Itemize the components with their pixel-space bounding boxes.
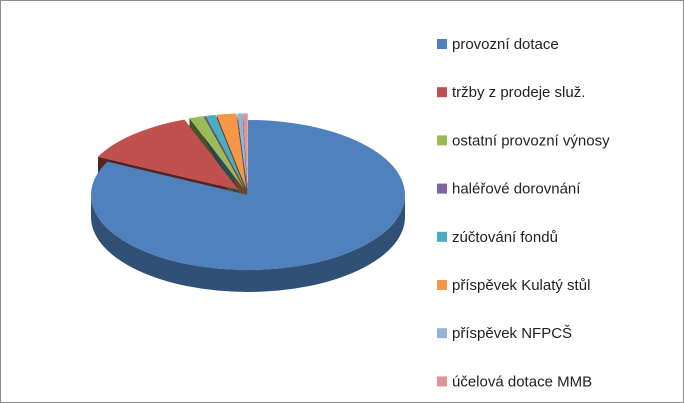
pie-slice: [205, 114, 245, 189]
pie-slice: [237, 113, 248, 189]
legend-swatch: [437, 280, 447, 290]
legend-swatch: [437, 183, 447, 194]
pie-slice: [216, 113, 247, 189]
legend-swatch: [437, 376, 447, 387]
pie-slice: [90, 120, 405, 270]
legend-swatch: [437, 135, 447, 146]
legend-label: provozní dotace: [452, 36, 559, 53]
legend-swatch: [437, 231, 447, 242]
legend-label: tržby z prodeje služ.: [452, 84, 585, 101]
legend-swatch: [437, 328, 447, 339]
pie-slice-side: [91, 195, 405, 292]
legend-label: zúčtování fondů: [452, 229, 558, 246]
legend-swatch: [437, 87, 447, 98]
legend-label: účelová dotace MMB: [452, 373, 592, 390]
pie-slice: [204, 115, 245, 189]
pie-slice: [242, 113, 248, 189]
legend-label: haléřové dorovnání: [452, 181, 581, 198]
legend-label: příspěvek NFPCŠ: [452, 325, 572, 342]
legend-swatch: [437, 39, 447, 49]
legend-label: příspěvek Kulatý stůl: [452, 277, 590, 294]
legend-label: ostatní provozní výnosy: [452, 132, 610, 149]
pie-slice: [98, 119, 239, 191]
pie-slice: [189, 116, 244, 189]
